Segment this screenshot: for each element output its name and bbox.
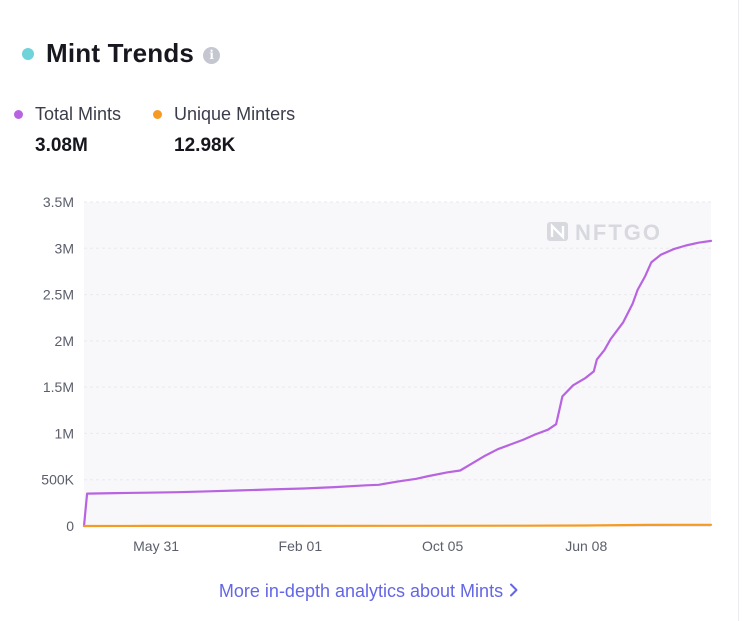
series-line-unique-minters — [82, 523, 713, 528]
legend-value-unique-minters: 12.98K — [174, 135, 236, 156]
chart-legend: Total Mints 3.08M Unique Minters 12.98K — [14, 104, 327, 157]
y-tick-label: 500K — [41, 472, 74, 488]
card-title: Mint Trends — [46, 38, 195, 68]
y-tick-label: 2M — [55, 333, 74, 349]
y-tick-label: 2.5M — [43, 287, 74, 303]
legend-value-total-mints: 3.08M — [35, 135, 88, 156]
legend-item-total-mints[interactable]: Total Mints 3.08M — [14, 104, 121, 157]
chevron-right-icon — [509, 581, 519, 602]
card-header: Mint Trends i — [22, 38, 221, 69]
x-tick-label: Oct 05 — [422, 538, 463, 554]
y-tick-label: 3.5M — [43, 194, 74, 210]
y-tick-label: 1M — [55, 425, 74, 441]
y-tick-label: 1.5M — [43, 379, 74, 395]
y-tick-label: 3M — [55, 240, 74, 256]
more-analytics-link-text: More in-depth analytics about Mints — [218, 581, 504, 601]
x-tick-label: Feb 01 — [279, 538, 323, 554]
series-line-total-mints — [82, 239, 713, 528]
legend-label-total-mints: Total Mints — [35, 104, 122, 124]
legend-dot-total-mints — [14, 110, 23, 119]
title-dot — [22, 47, 34, 60]
legend-label-unique-minters: Unique Minters — [174, 104, 296, 124]
x-tick-label: May 31 — [133, 538, 179, 554]
info-icon[interactable]: i — [203, 46, 221, 64]
mint-trends-chart: 0 500K 1M 1.5M 2M 2.5M 3M 3.5M May 31 Feb 01 Oct 0… — [41, 194, 713, 554]
watermark-logo-mark — [550, 223, 565, 240]
y-tick-label: 0 — [66, 518, 74, 534]
more-analytics-link[interactable]: More in-depth analytics about Mints — [0, 581, 738, 602]
plot-area — [84, 202, 711, 526]
x-tick-label: Jun 08 — [565, 538, 607, 554]
legend-dot-unique-minters — [153, 110, 163, 119]
legend-item-unique-minters[interactable]: Unique Minters 12.98K — [153, 104, 295, 157]
watermark: NFTGO — [575, 220, 662, 245]
